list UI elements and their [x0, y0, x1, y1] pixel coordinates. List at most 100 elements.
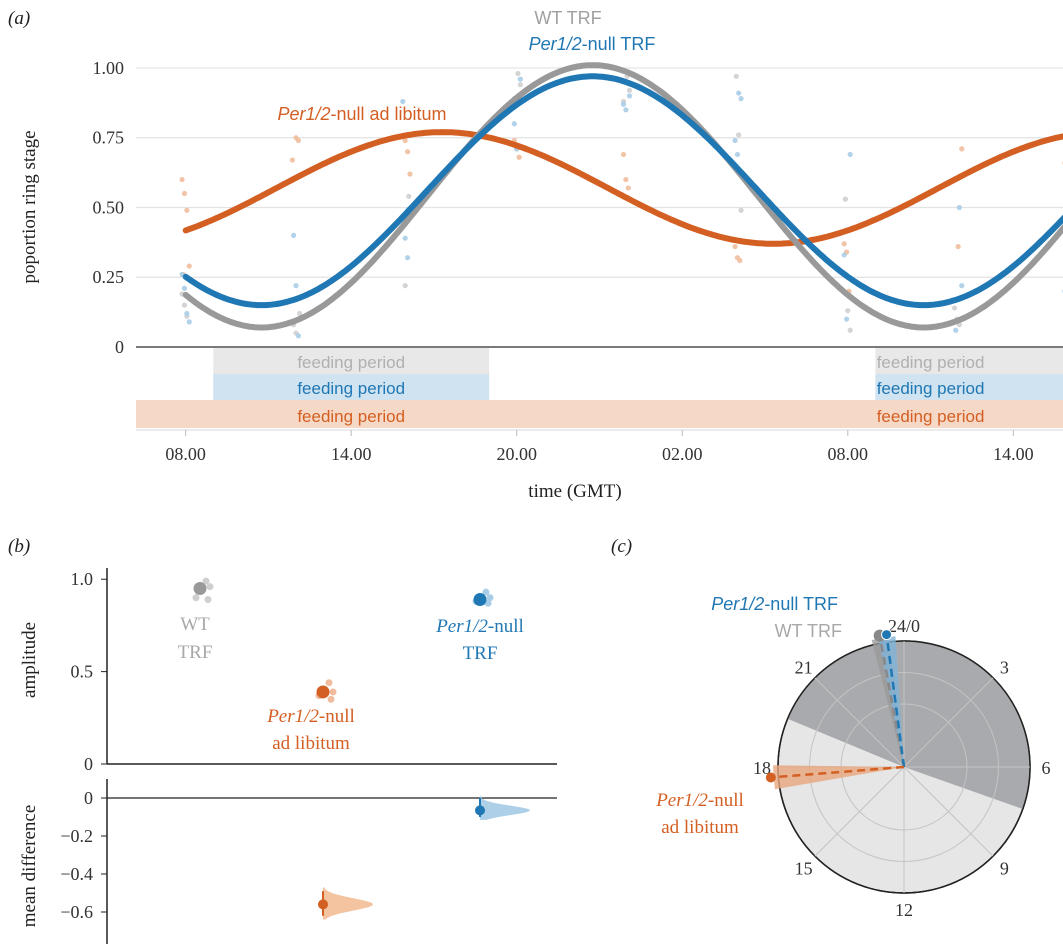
a-point-adlib: [959, 146, 965, 152]
b-replicate-point-trf: [484, 599, 492, 607]
a-feeding-band-trf: [875, 374, 1063, 400]
a-feeding-band-wt: [213, 348, 490, 374]
b-group-label-prefix: Per1/2: [435, 616, 488, 637]
c-hour-label: 3: [1000, 658, 1009, 678]
b-mean-difference-point-adlib: [318, 899, 328, 910]
a-point-wt: [517, 82, 523, 88]
b-y-axis-label-top: amplitude: [19, 622, 40, 698]
a-point-adlib: [955, 243, 961, 250]
c-hour-label: 6: [1042, 758, 1051, 778]
b-replicate-point-adlib: [327, 695, 335, 703]
a-curve-wt: [182, 62, 1063, 331]
a-y-axis-label: poportion ring stage: [19, 130, 40, 283]
a-point-adlib: [737, 257, 743, 264]
a-feeding-band-trf: [213, 374, 490, 400]
a-point-trf: [620, 101, 627, 107]
a-x-tick-label: 14.00: [331, 444, 372, 464]
b-group-label-suffix: -null: [319, 706, 355, 727]
b-bootstrap-distribution-adlib: [323, 887, 373, 920]
a-point-trf: [736, 90, 742, 96]
panel-label-a: (a): [8, 8, 30, 29]
a-feeding-band-adlib: [136, 400, 1063, 428]
b-replicate-point-wt: [192, 594, 200, 602]
a-x-axis-label: time (GMT): [528, 481, 621, 502]
a-point-adlib: [289, 157, 296, 163]
a-point-adlib: [404, 149, 411, 155]
c-hour-label: 18: [753, 758, 771, 778]
a-point-trf: [623, 107, 629, 113]
a-point-adlib: [295, 137, 302, 144]
b-mean-difference-plot: 0 −0.2 −0.4 −0.6: [60, 779, 557, 944]
c-hour-label: 12: [895, 900, 913, 920]
b-group-label-line2-adlib: ad libitum: [272, 733, 350, 754]
a-series-label-trf-suffix: -null TRF: [582, 34, 656, 54]
a-x-tick-labels: 08.00 14.00 20.00 02.00 08.00 14.00: [136, 429, 1063, 464]
b-mean-point-adlib: [316, 685, 330, 699]
b-bottom-y-tick-label: 0: [84, 788, 93, 808]
panel-label-c: (c): [611, 536, 632, 557]
c-hour-spoke: [814, 766, 905, 857]
a-curve-trf: [182, 73, 1063, 309]
a-point-trf: [184, 310, 190, 317]
b-group-label-wt: WT: [180, 614, 210, 635]
a-y-tick-label: 0.75: [93, 128, 125, 148]
a-point-trf: [293, 283, 299, 289]
a-x-tick-label: 20.00: [496, 444, 537, 464]
b-group-label-line2-wt: TRF: [178, 642, 213, 663]
c-phase-line-wt: [878, 635, 906, 768]
b-group-label-line2-trf: TRF: [463, 643, 498, 664]
b-top-y-tick-label: 0.5: [71, 662, 94, 682]
b-replicate-point-adlib: [325, 679, 333, 687]
c-hour-label: 15: [795, 858, 813, 878]
c-phase-label-trf-suffix: -null TRF: [764, 594, 838, 614]
a-point-wt: [738, 207, 744, 213]
a-point-trf: [847, 151, 853, 158]
a-point-trf: [959, 283, 965, 289]
a-point-trf: [734, 151, 741, 158]
a-x-tick-label: 08.00: [828, 444, 869, 464]
a-point-adlib: [402, 137, 408, 144]
a-x-tick-label: 14.00: [993, 444, 1034, 464]
c-hour-spoke: [814, 677, 905, 768]
c-phase-point-adlib: [765, 772, 776, 783]
a-point-trf: [402, 235, 408, 241]
c-hour-label: 9: [1000, 858, 1009, 878]
c-hour-spoke: [903, 766, 994, 857]
a-feeding-bands: feeding period feeding period feeding peri…: [136, 348, 1063, 428]
a-feeding-band-label-trf: feeding period: [297, 379, 405, 398]
a-feeding-band-label-wt: feeding period: [877, 353, 985, 372]
a-series-label-trf: Per1/2-null TRF: [529, 34, 656, 54]
a-point-adlib: [516, 154, 522, 160]
b-group-label-suffix: -null: [488, 616, 524, 637]
a-point-adlib: [625, 185, 631, 191]
c-phase-wedge-adlib: [772, 765, 904, 790]
a-point-adlib: [732, 243, 738, 250]
a-point-wt: [626, 87, 633, 93]
a-series-label-wt-suffix: WT TRF: [534, 8, 601, 28]
a-feeding-band-label-adlib: feeding period: [297, 407, 405, 426]
a-point-trf: [953, 327, 959, 333]
a-point-wt: [733, 73, 739, 79]
a-point-adlib: [841, 241, 847, 247]
a-y-tick-labels: 0 0.25 0.50 0.75 1.00: [93, 58, 125, 357]
c-hour-spoke: [903, 677, 994, 768]
b-replicate-point-adlib: [329, 688, 337, 696]
panel-a-line-chart: feeding period feeding period feeding peri…: [19, 8, 1063, 502]
a-point-adlib: [184, 207, 190, 213]
c-phase-line-adlib: [770, 765, 905, 779]
a-series-label-wt: WT TRF: [534, 8, 601, 28]
c-phase-label-trf: Per1/2-null TRF: [711, 594, 838, 614]
a-point-wt: [951, 305, 958, 311]
c-phase-label-wt: WT TRF: [775, 621, 842, 641]
a-point-trf: [844, 316, 850, 322]
a-point-trf: [956, 204, 962, 211]
a-point-wt: [736, 132, 742, 138]
a-y-tick-label: 1.00: [93, 58, 125, 78]
b-y-axis-label-bottom: mean difference: [19, 805, 40, 928]
a-point-wt: [406, 193, 412, 199]
a-point-trf: [186, 319, 192, 325]
a-series-label-adlib-prefix: Per1/2: [277, 104, 330, 124]
c-phase-label-adlib-line2: ad libitum: [661, 817, 739, 838]
